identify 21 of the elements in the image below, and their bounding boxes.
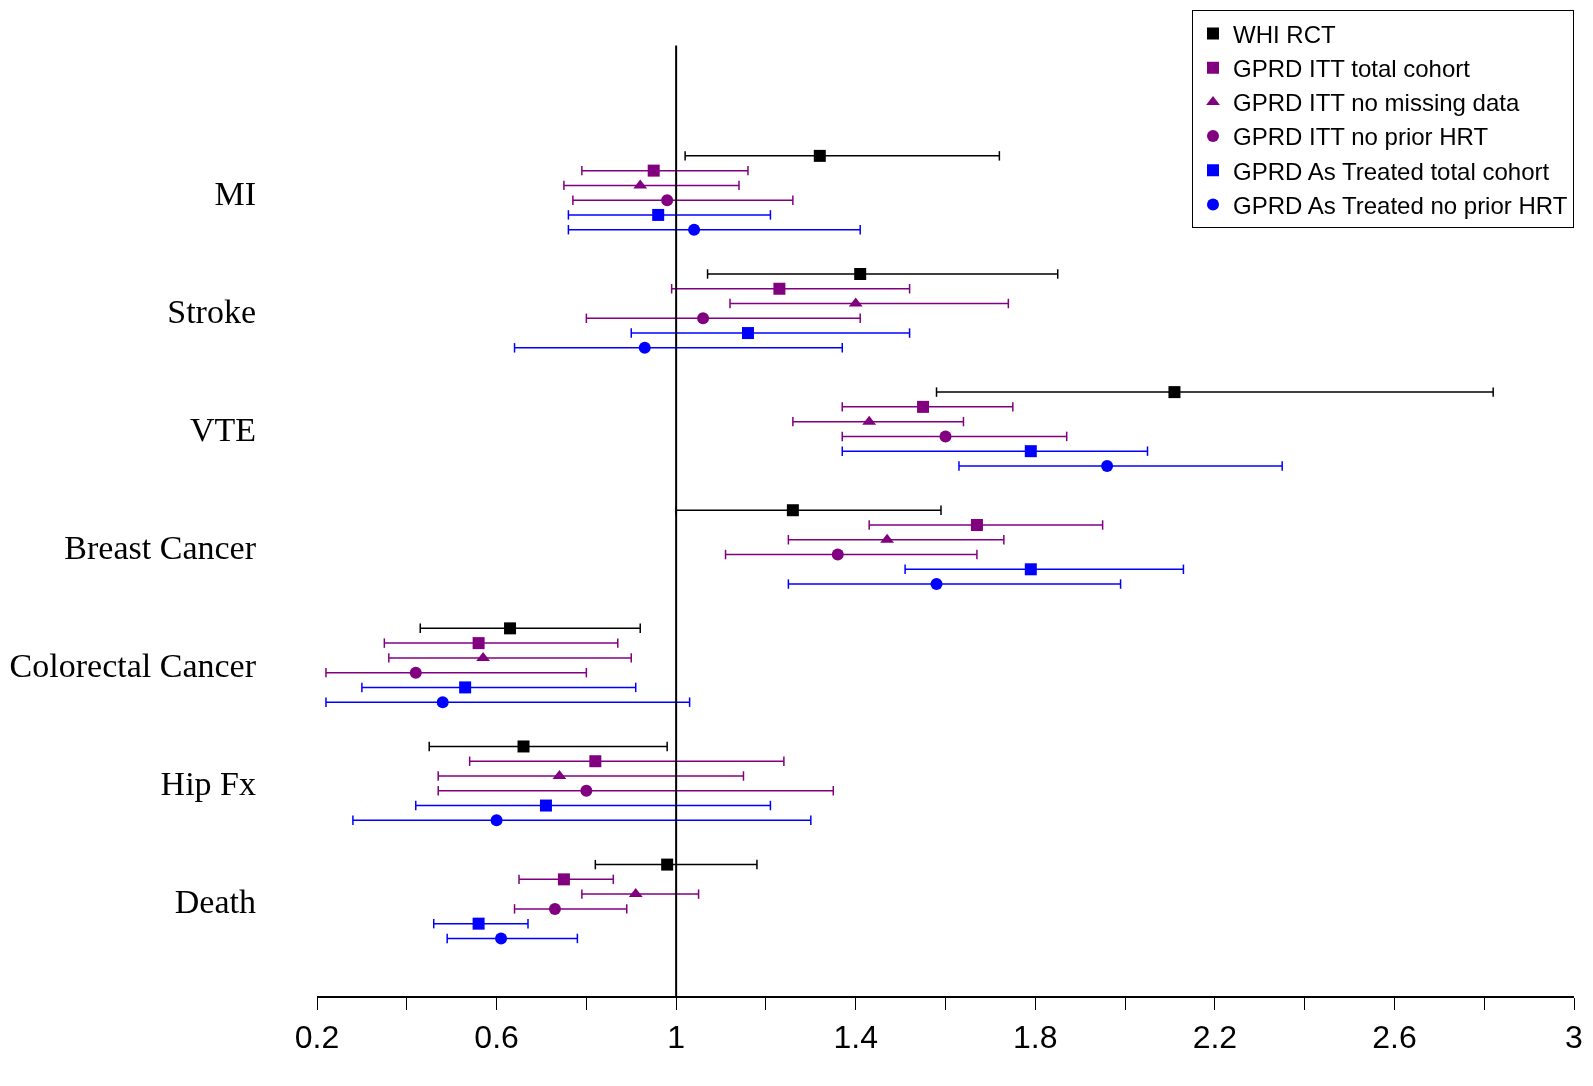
x-tick-label: 1 [667,1019,686,1056]
y-tick-label: Death [174,883,256,921]
x-tick-label: 1.4 [833,1019,878,1056]
legend-label: GPRD As Treated total cohort [1233,157,1550,185]
x-tick-label: 3 [1565,1019,1583,1056]
x-tick-label: 2.6 [1372,1019,1417,1056]
legend-label: WHI RCT [1233,20,1336,48]
legend-label: GPRD ITT no missing data [1233,89,1520,117]
legend-label: GPRD ITT total cohort [1233,55,1471,83]
x-tick-label: 0.6 [474,1019,519,1056]
y-tick-label: Breast Cancer [64,529,257,567]
x-tick-label: 0.2 [294,1019,340,1056]
legend-label: GPRD As Treated no prior HRT [1233,191,1568,219]
y-tick-label: Hip Fx [160,765,256,803]
y-tick-label: VTE [189,410,256,448]
x-tick-label: 2.2 [1192,1019,1238,1056]
legend-label: GPRD ITT no prior HRT [1233,123,1489,151]
y-tick-label: Stroke [167,292,256,330]
x-tick-label: 1.8 [1013,1019,1058,1056]
y-tick-label: Colorectal Cancer [9,647,257,685]
y-tick-label: MI [214,174,256,212]
